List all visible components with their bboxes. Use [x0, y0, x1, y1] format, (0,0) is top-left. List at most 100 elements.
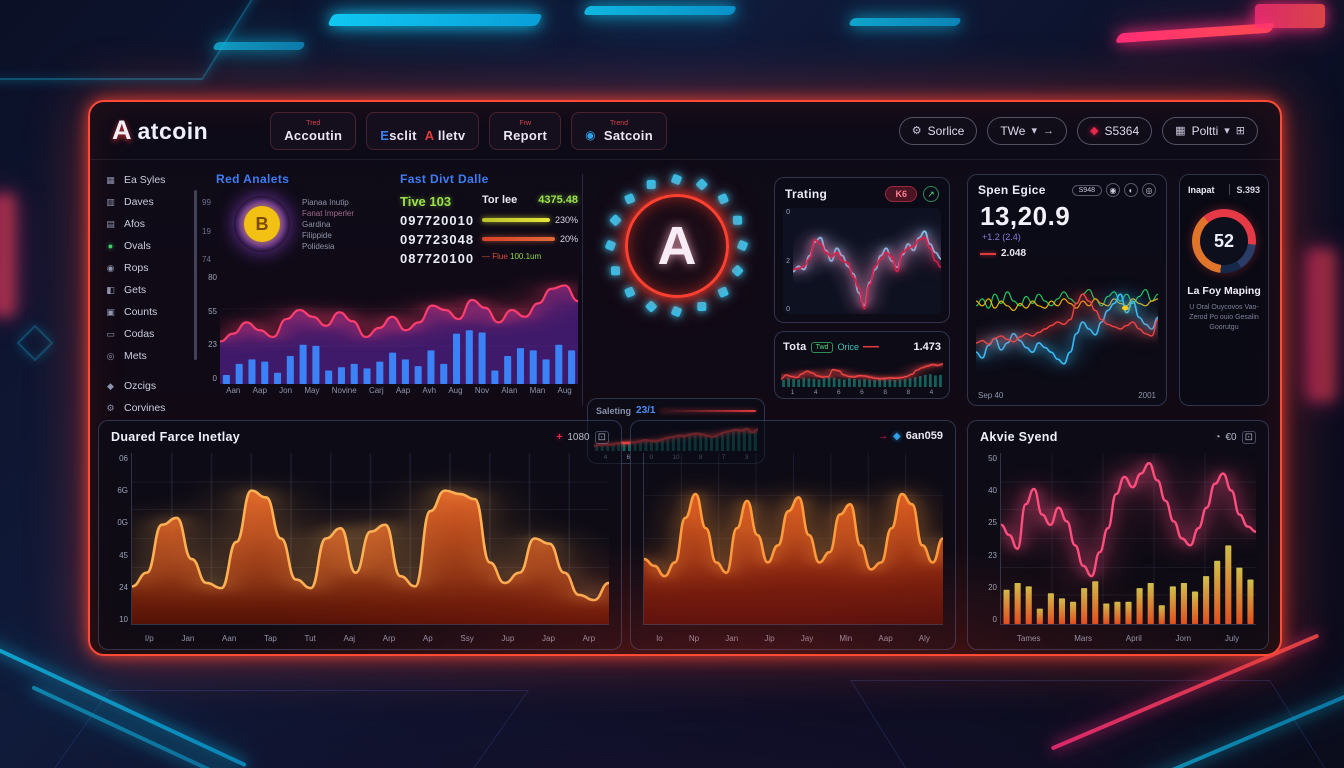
axis-label: Np: [688, 634, 700, 643]
sidebar-item-syles[interactable]: ▦ Ea Syles: [104, 174, 200, 186]
trating-chart: [793, 208, 941, 314]
spen-delta: +1.2 (2.4): [982, 232, 1021, 242]
expand-icon[interactable]: ⊡: [594, 430, 609, 444]
bottom-left-xaxis: I/p Jan Aan Tap Tut Aaj Arp Ap Ssy Jup Jap Arp: [131, 634, 609, 643]
ring-square-decor: [609, 213, 622, 227]
sidebar-item-label: Gets: [124, 284, 147, 296]
tota-panel: Tota Twd Orice — 1.473 1 4 6 6 8 8 4: [774, 331, 950, 399]
nav-item-satcoin[interactable]: Trend ◉ Satcoin: [571, 111, 667, 150]
grid-view-icon: ⊞: [1235, 125, 1245, 137]
ring-square-decor: [697, 301, 707, 312]
sidebar-item-label: Afos: [124, 218, 146, 230]
axis-label: Mars: [1074, 634, 1092, 643]
nav-label-esclit[interactable]: Esclit: [380, 127, 417, 143]
bottom-left-action[interactable]: 1080: [567, 431, 590, 443]
axis-label: Aan: [222, 634, 237, 643]
ring-square-decor: [695, 178, 709, 191]
bitcoin-symbol: B: [244, 206, 280, 242]
sidebar-item-daves[interactable]: ▥ Daves: [104, 196, 200, 208]
axis-label: 6: [860, 389, 864, 396]
plus-icon[interactable]: +: [556, 431, 563, 443]
app-logo[interactable]: A atcoin: [112, 115, 208, 146]
nav-label-alletv[interactable]: A lletv: [424, 127, 466, 143]
sidebar-item-ozcigs[interactable]: ◆ Ozcigs: [104, 380, 200, 392]
sidebar-item-gets[interactable]: ◧ Gets: [104, 284, 200, 296]
bottom-left-title: Duared Farce Inetlay: [111, 430, 240, 444]
sidebar-item-ovals[interactable]: ● Ovals: [104, 240, 200, 252]
bg-panel-outline: [10, 690, 530, 768]
sidebar: ▦ Ea Syles ▥ Daves ▤ Afos ● Ovals ◉ Rops ◧ Get…: [104, 174, 200, 414]
bottom-right-value: €0: [1225, 431, 1237, 443]
sidebar-item-rops[interactable]: ◉ Rops: [104, 262, 200, 274]
a-badge[interactable]: A: [625, 194, 729, 298]
bottom-middle-chart: [643, 453, 943, 625]
half-icon[interactable]: ◐: [1124, 183, 1138, 197]
main-chart-xaxis: Aan Aap Jon May Novine Carj Aap Avh Aug Nov Alan Ma…: [220, 386, 578, 395]
bottom-right-chart: [1000, 453, 1256, 625]
divider: [1229, 184, 1231, 195]
arrow-right-icon: →: [1042, 124, 1054, 137]
meter-yellow: 230%: [482, 215, 578, 225]
coin-icon[interactable]: ◉: [1106, 183, 1120, 197]
axis-label: 06: [119, 454, 128, 463]
expand-icon[interactable]: ⊡: [1241, 430, 1256, 444]
nav-sup-label: Trend: [610, 119, 629, 127]
arrow-up-icon[interactable]: ↗: [923, 186, 939, 202]
price-value: 087720100: [400, 251, 475, 266]
axis-label: Jup: [501, 634, 515, 643]
app-header: A atcoin Tred Accoutin Esclit A lletv Fr…: [90, 102, 1280, 160]
nav-item-edit-alerts[interactable]: Esclit A lletv: [366, 111, 480, 150]
axis-label: 4: [813, 389, 818, 396]
spen-badge[interactable]: S948: [1071, 184, 1102, 196]
axis-hint: 99 19 74: [202, 198, 211, 264]
arrow-right-icon[interactable]: →: [877, 430, 888, 442]
red-dash-icon: —: [862, 338, 879, 355]
nav-sup-label: Tred: [306, 119, 321, 127]
logo-name: atcoin: [137, 118, 209, 144]
chart-legend: — Flue 100.1um: [482, 252, 542, 261]
sidebar-item-label: Daves: [124, 196, 154, 208]
bg-neon-bar: [848, 18, 962, 26]
trating-badge[interactable]: K6: [885, 186, 917, 202]
axis-label: Arp: [382, 634, 396, 643]
axis-label: 2001: [1138, 391, 1156, 400]
axis-label: 8: [906, 389, 911, 396]
chevron-down-icon: ▾: [1031, 125, 1037, 137]
axis-label: Jan: [725, 634, 739, 643]
sidebar-item-codas[interactable]: ▭ Codas: [104, 328, 200, 340]
coin-info-list: Pianaa Inutip Fanat Imperler Gardina Filip…: [302, 198, 355, 251]
nav-item-account[interactable]: Tred Accoutin: [270, 111, 357, 150]
ring-icon[interactable]: ◎: [1142, 183, 1156, 197]
logo-letter: A: [112, 115, 132, 145]
trend-line-decor: [660, 409, 756, 412]
balance-button[interactable]: ◆ S5364: [1076, 116, 1153, 145]
axis-label: July: [1224, 634, 1240, 643]
sidebar-item-afos[interactable]: ▤ Afos: [104, 218, 200, 230]
axis-label: 1: [790, 389, 795, 396]
ring-square-decor: [646, 179, 656, 190]
sidebar-item-label: Ea Syles: [124, 174, 166, 186]
axis-label: 0: [786, 209, 790, 216]
tota-sub: Orice: [837, 342, 859, 352]
pin-icon: ◆: [1089, 125, 1099, 137]
bitcoin-icon[interactable]: B: [234, 196, 290, 252]
header-actions: ⚙ Sorlice TWe ▾ → ◆ S5364 ▦ Poltti ▾ ⊞: [898, 116, 1258, 145]
axis-label: Sep 40: [978, 391, 1004, 400]
sidebar-item-corvines[interactable]: ⚙ Corvines: [104, 402, 200, 414]
tool-icon: ◆: [107, 380, 114, 391]
ring-square-decor: [731, 264, 744, 278]
axis-label: Arp: [582, 634, 596, 643]
view-dropdown[interactable]: ▦ Poltti ▾ ⊞: [1162, 116, 1258, 145]
sidebar-scrollbar[interactable]: [194, 190, 197, 360]
service-button[interactable]: ⚙ Sorlice: [898, 116, 978, 145]
nav-item-report[interactable]: Frw Report: [489, 111, 562, 150]
axis-label: Tames: [1016, 634, 1041, 643]
axis-label: Aap: [252, 386, 267, 395]
chart-svg: [793, 208, 941, 314]
sidebar-item-counts[interactable]: ▣ Counts: [104, 306, 200, 318]
sidebar-item-mets[interactable]: ◎ Mets: [104, 350, 200, 362]
timeframe-dropdown[interactable]: TWe ▾ →: [987, 116, 1067, 145]
bg-neon-glow: [0, 195, 14, 315]
tota-badge: Twd: [810, 341, 834, 353]
bottom-left-yaxis: 06 6G 0G 45 24 10: [107, 453, 131, 625]
